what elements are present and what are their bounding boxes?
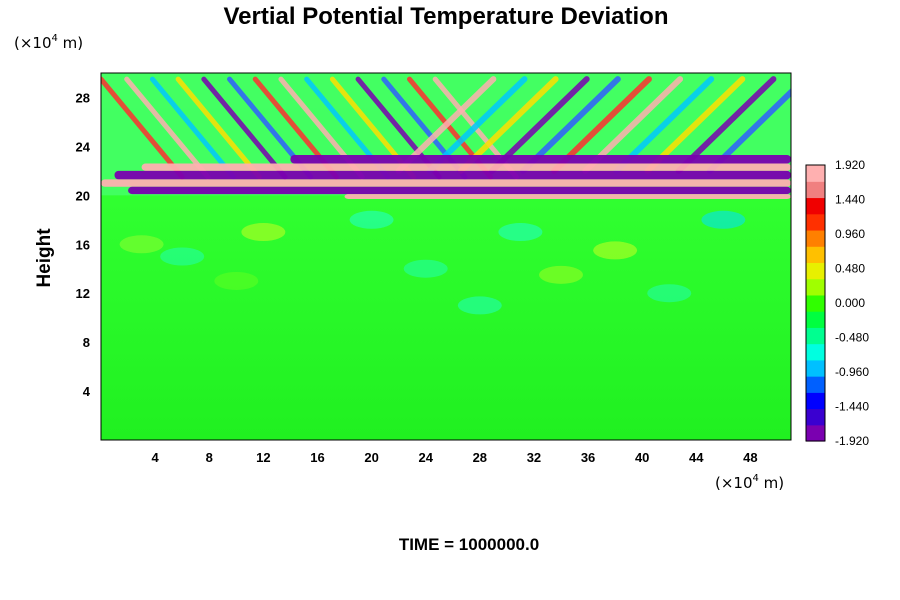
x-axis-ticks: 4 8 12 16 20 24 28 32 36 40 44 48 bbox=[152, 450, 758, 465]
x-tick-label: 28 bbox=[473, 450, 487, 465]
x-tick-label: 40 bbox=[635, 450, 649, 465]
y-tick-label: 24 bbox=[76, 139, 91, 154]
colorbar-segment bbox=[806, 359, 825, 377]
plot-frame bbox=[100, 72, 792, 441]
chart-title: Vertial Potential Temperature Deviation bbox=[223, 3, 668, 30]
colorbar-segment bbox=[806, 311, 825, 328]
colorbar bbox=[805, 164, 826, 442]
y-tick-label: 20 bbox=[76, 188, 90, 203]
x-tick-label: 12 bbox=[256, 450, 270, 465]
x-tick-label: 4 bbox=[152, 450, 160, 465]
colorbar-segment bbox=[806, 376, 825, 393]
colorbar-tick-label: 1.920 bbox=[835, 158, 865, 172]
y-axis-unit: (×104 m) bbox=[14, 33, 83, 52]
colorbar-segment bbox=[806, 278, 825, 296]
x-axis-unit: (×104 m) bbox=[715, 473, 784, 492]
colorbar-segment bbox=[806, 392, 825, 410]
colorbar-tick-label: -0.960 bbox=[835, 365, 869, 379]
x-tick-label: 36 bbox=[581, 450, 595, 465]
colorbar-frame bbox=[805, 164, 826, 442]
field-pattern bbox=[101, 73, 791, 315]
colorbar-segment bbox=[806, 327, 825, 345]
colorbar-tick-label: 1.440 bbox=[835, 193, 865, 207]
colorbar-tick-label: -1.440 bbox=[835, 400, 869, 414]
time-label: TIME = 1000000.0 bbox=[399, 535, 539, 554]
x-tick-label: 20 bbox=[364, 450, 378, 465]
colorbar-tick-label: 0.000 bbox=[835, 296, 865, 310]
x-tick-label: 16 bbox=[310, 450, 324, 465]
colorbar-segment bbox=[806, 408, 825, 426]
colorbar-tick-label: -0.480 bbox=[835, 331, 869, 345]
y-tick-label: 4 bbox=[83, 384, 91, 399]
plot-area bbox=[100, 72, 792, 441]
colorbar-segment bbox=[806, 343, 825, 361]
y-tick-label: 8 bbox=[83, 335, 90, 350]
colorbar-segment bbox=[806, 229, 825, 247]
x-tick-label: 8 bbox=[206, 450, 213, 465]
x-tick-label: 32 bbox=[527, 450, 541, 465]
colorbar-segment bbox=[806, 197, 825, 215]
y-tick-label: 12 bbox=[76, 286, 90, 301]
y-axis-label: Height bbox=[34, 228, 55, 288]
colorbar-tick-label: 0.480 bbox=[835, 262, 865, 276]
x-tick-label: 24 bbox=[418, 450, 433, 465]
colorbar-segment bbox=[806, 262, 825, 280]
colorbar-ticks: -1.920 -1.440 -0.960 -0.480 0.000 0.480 0.960 1… bbox=[835, 158, 869, 448]
colorbar-segment bbox=[806, 213, 825, 231]
colorbar-segment bbox=[806, 294, 825, 312]
y-tick-label: 28 bbox=[76, 90, 90, 105]
y-tick-label: 16 bbox=[76, 237, 90, 252]
y-axis-ticks: 4 8 12 16 20 24 28 bbox=[76, 90, 91, 399]
colorbar-tick-label: 0.960 bbox=[835, 227, 865, 241]
x-tick-label: 48 bbox=[743, 450, 757, 465]
x-tick-label: 44 bbox=[689, 450, 704, 465]
colorbar-segment bbox=[806, 246, 825, 264]
colorbar-segment bbox=[806, 165, 825, 182]
colorbar-tick-label: -1.920 bbox=[835, 434, 869, 448]
colorbar-segment bbox=[806, 181, 825, 199]
colorbar-segment bbox=[806, 424, 825, 442]
